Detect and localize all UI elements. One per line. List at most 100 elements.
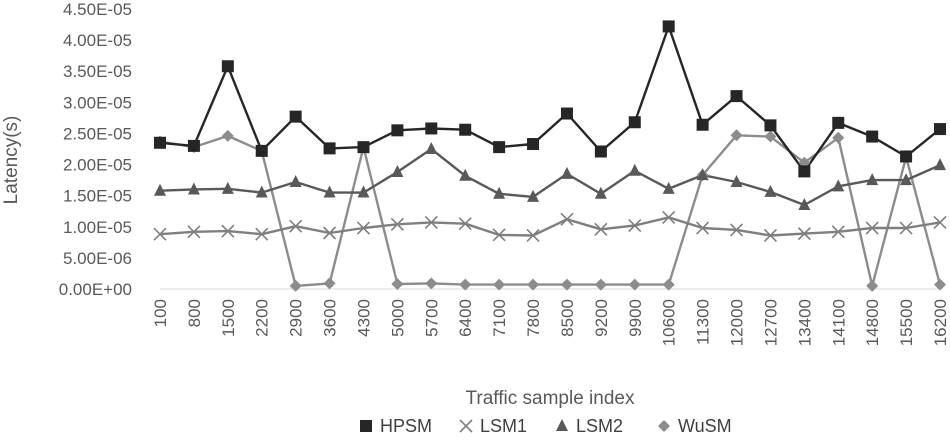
legend-item-lsm2: LSM2: [556, 416, 623, 436]
y-tick-label: 5.00E-06: [63, 249, 132, 268]
lsm2-data-point: [560, 166, 573, 179]
lsm1-data-point: [153, 227, 167, 241]
hpsm-data-point: [560, 107, 573, 120]
hpsm-data-point: [459, 123, 472, 136]
wusm-data-point: [594, 278, 607, 291]
legend-label: HPSM: [380, 416, 432, 436]
lsm1-data-point: [526, 228, 540, 243]
plot-area: [159, 25, 942, 288]
y-tick-label: 2.00E-05: [63, 156, 132, 175]
x-tick-label: 9900: [626, 299, 645, 337]
lsm2-data-point: [934, 158, 946, 171]
x-tick-label: 1500: [219, 299, 238, 337]
x-tick-label: 10600: [660, 299, 679, 346]
lsm1-data-point: [390, 217, 404, 231]
wusm-data-point: [832, 131, 845, 144]
lsm1-series-line: [159, 216, 941, 237]
lsm2-data-point: [527, 189, 540, 202]
wusm-data-point: [391, 278, 404, 291]
x-tick-label: 13400: [795, 299, 814, 346]
lsm2-data-point: [323, 185, 336, 198]
wusm-data-point: [730, 129, 743, 142]
hpsm-data-point: [527, 138, 540, 151]
lsm1-data-point: [187, 225, 201, 239]
x-axis-ticks: 100 800 1500 2200 2900 3600 4300 5000 5700 6400 71…: [151, 299, 950, 346]
wusm-data-point: [560, 278, 573, 291]
lsm1-data-point: [628, 218, 642, 233]
hpsm-data-point: [425, 122, 438, 135]
lsm2-data-point: [425, 142, 438, 154]
lsm1-data-point: [763, 228, 778, 243]
x-tick-label: 14800: [863, 299, 882, 346]
hpsm-data-point: [764, 119, 777, 132]
x-tick-label: 9200: [592, 299, 611, 337]
legend-label: WuSM: [678, 416, 732, 436]
lsm1-data-point: [729, 223, 744, 237]
lsm2-data-point: [900, 173, 913, 186]
lsm2-data-point: [391, 165, 404, 178]
lsm1-data-point: [662, 210, 676, 225]
wusm-data-point: [289, 279, 302, 292]
hpsm-data-point: [255, 144, 268, 157]
hpsm-data-point: [289, 110, 302, 123]
lsm1-data-point: [424, 215, 438, 229]
y-tick-label: 1.50E-05: [63, 187, 132, 206]
x-tick-label: 2200: [253, 299, 272, 337]
hpsm-data-point: [730, 90, 743, 103]
wusm-data-point: [493, 278, 506, 291]
x-tick-label: 4300: [354, 299, 373, 337]
x-tick-label: 6400: [456, 299, 475, 337]
hpsm-data-point: [493, 141, 506, 154]
y-tick-label: 0.00E+00: [59, 280, 132, 299]
lsm2-data-point: [493, 186, 506, 199]
wusm-data-point: [323, 277, 336, 290]
hpsm-data-point: [900, 150, 913, 163]
wusm-data-point: [934, 278, 946, 291]
x-tick-label: 100: [151, 299, 170, 327]
legend-item-lsm1: LSM1: [459, 416, 527, 436]
legend: HPSM LSM1 LSM2 WuSM: [360, 416, 732, 436]
lsm2-data-point: [459, 168, 472, 181]
y-tick-label: 4.50E-05: [63, 0, 132, 19]
x-tick-label: 12000: [728, 299, 747, 346]
legend-label: LSM1: [480, 416, 527, 436]
y-tick-label: 3.50E-05: [63, 62, 132, 81]
x-tick-label: 16200: [931, 299, 950, 346]
lsm2-data-point: [764, 184, 777, 197]
hpsm-legend-marker: [360, 420, 372, 432]
y-tick-label: 2.50E-05: [63, 124, 132, 143]
lsm1-data-point: [899, 221, 913, 235]
y-tick-label: 1.00E-05: [63, 218, 132, 237]
hpsm-data-point: [628, 116, 641, 129]
lsm2-data-point: [730, 174, 743, 187]
lsm2-data-point: [289, 174, 302, 187]
x-tick-label: 7100: [490, 299, 509, 337]
wusm-data-point: [459, 278, 472, 291]
lsm1-data-point: [696, 221, 710, 235]
lsm1-data-point: [255, 227, 269, 241]
lsm1-data-point: [458, 217, 472, 231]
hpsm-data-point: [934, 123, 946, 136]
hpsm-data-point: [798, 165, 811, 178]
hpsm-data-point: [696, 118, 709, 131]
wusm-data-point: [527, 278, 540, 291]
wusm-data-point: [425, 277, 438, 290]
hpsm-data-point: [221, 60, 234, 73]
lsm1-data-point: [322, 226, 337, 240]
lsm1-data-point: [221, 224, 235, 238]
lsm2-data-point: [357, 185, 370, 198]
lsm1-data-point: [289, 219, 303, 233]
x-tick-label: 2900: [287, 299, 306, 337]
lsm1-data-point: [594, 222, 608, 236]
lsm2-series-line: [159, 147, 941, 207]
lsm2-data-point: [255, 185, 268, 198]
hpsm-data-point: [323, 142, 336, 155]
lsm2-data-point: [696, 168, 709, 181]
lsm2-data-point: [866, 173, 879, 186]
y-axis-ticks: 0.00E+00 5.00E-06 1.00E-05 1.50E-05 2.00E-05…: [59, 0, 132, 299]
x-tick-label: 3600: [321, 299, 340, 337]
lsm2-data-point: [221, 181, 234, 194]
wusm-legend-marker: [658, 420, 670, 432]
lsm2-data-point: [594, 186, 607, 199]
